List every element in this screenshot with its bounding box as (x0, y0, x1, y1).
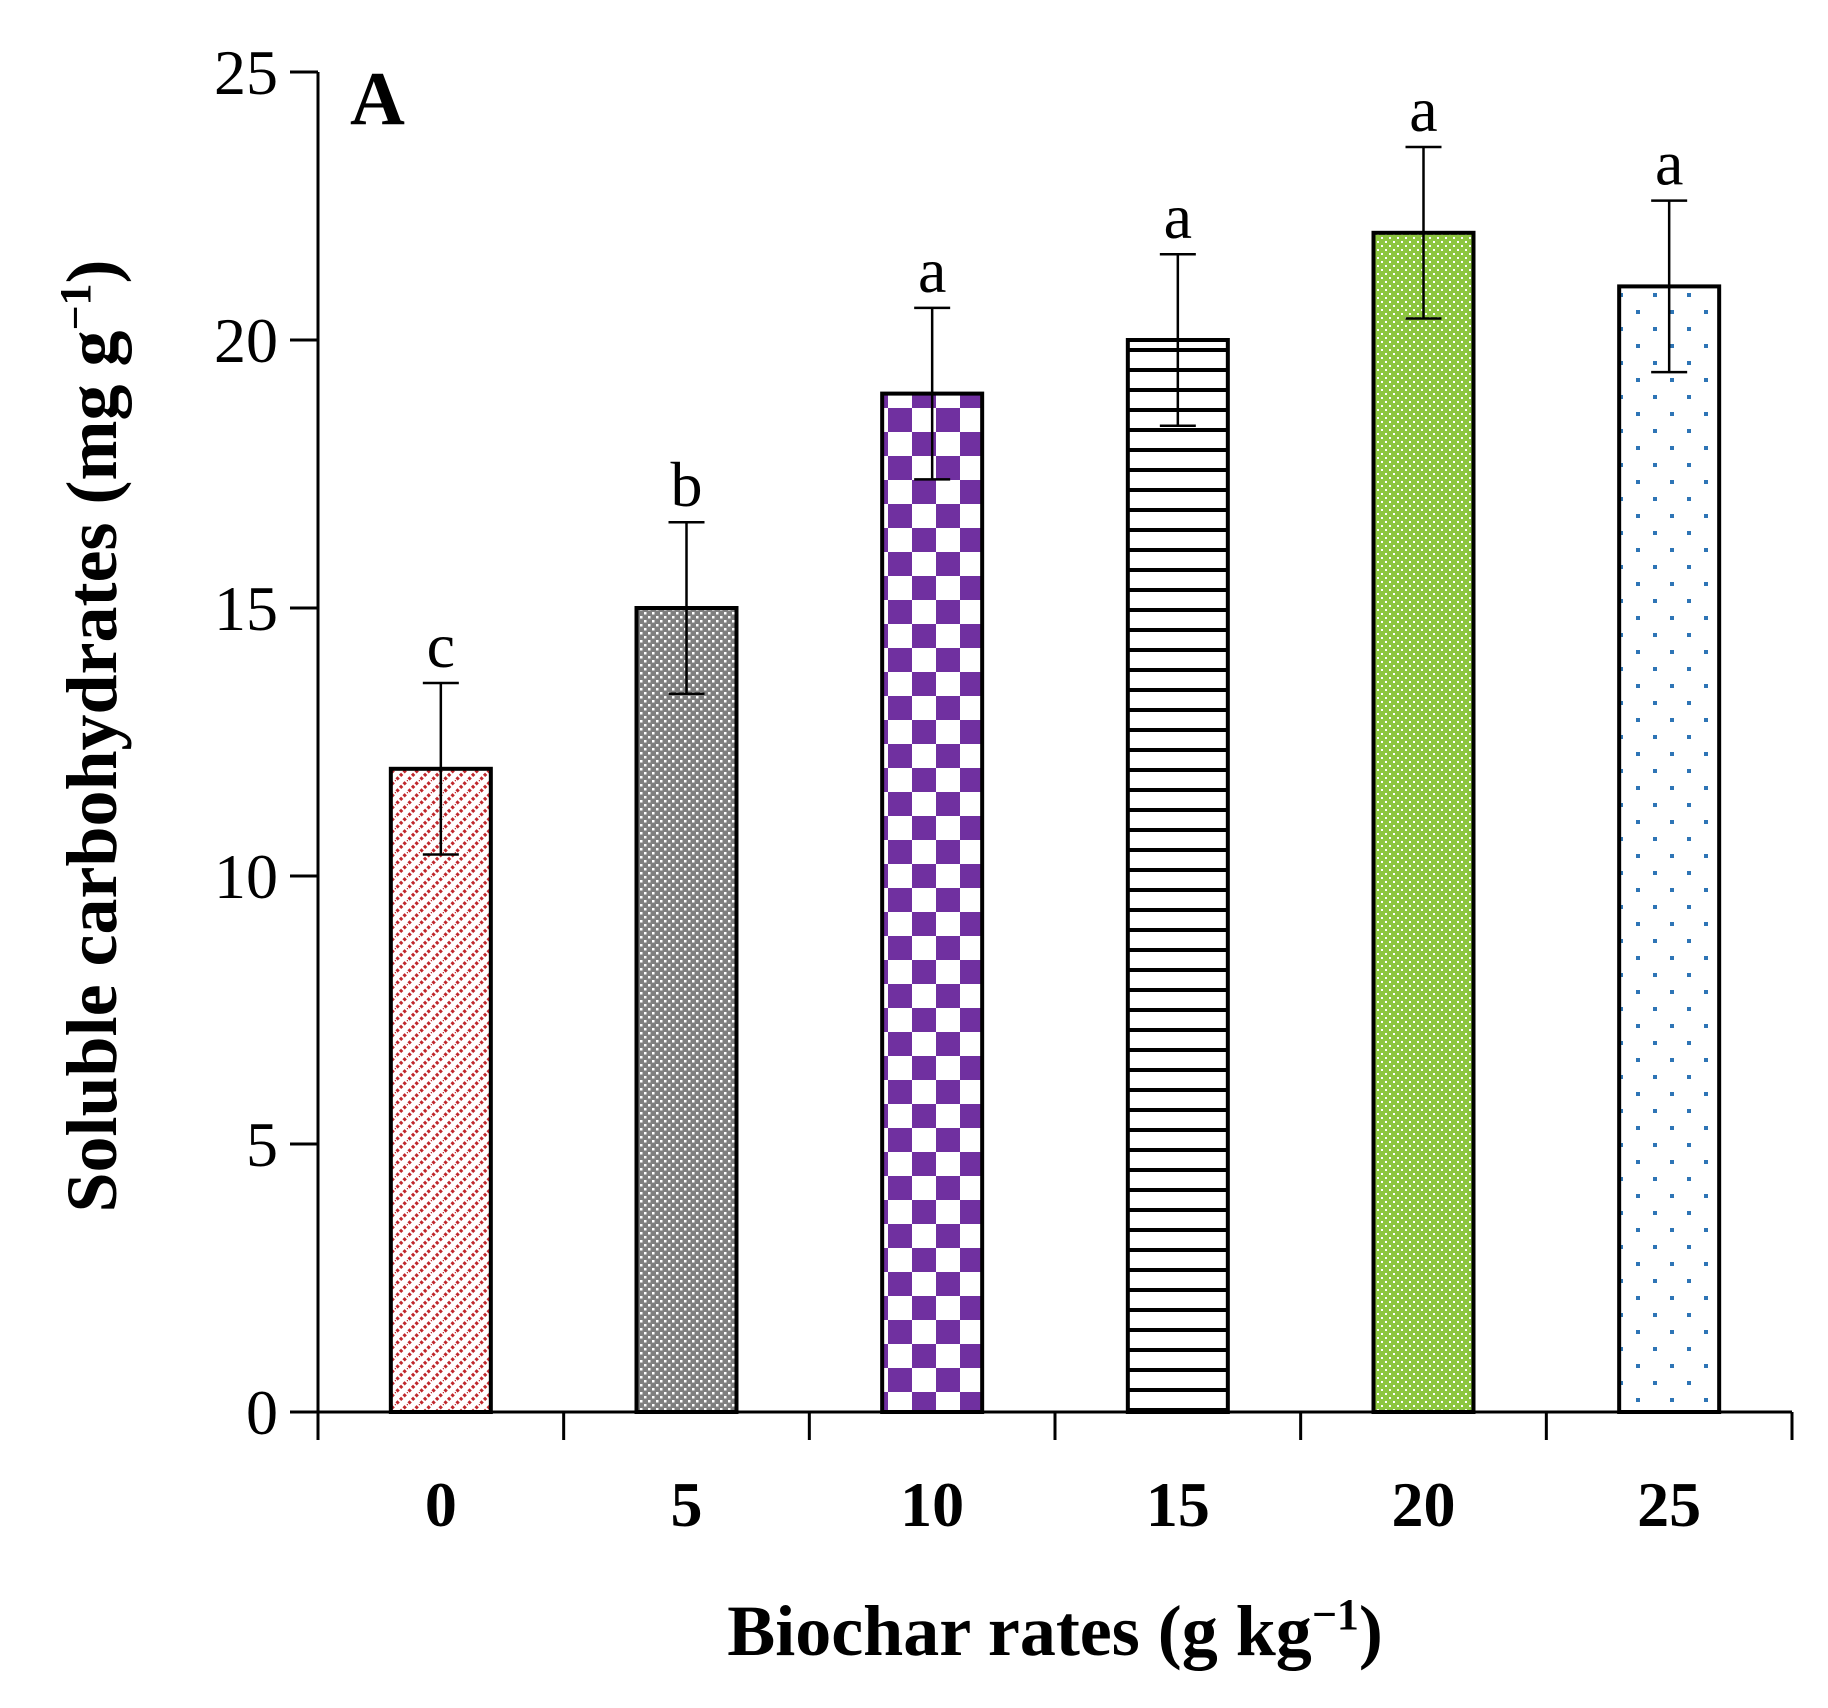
y-tick-label: 5 (246, 1109, 278, 1180)
significance-label: a (918, 235, 946, 306)
y-tick-label: 10 (214, 841, 278, 912)
x-tick-label: 15 (1146, 1469, 1210, 1540)
y-tick-label: 25 (214, 37, 278, 108)
bar-20 (1374, 233, 1474, 1412)
significance-label: c (427, 610, 455, 681)
x-axis-title: Biochar rates (g kg−1) (727, 1590, 1383, 1671)
y-tick-label: 20 (214, 305, 278, 376)
bar-10 (882, 394, 982, 1412)
x-tick-label: 0 (425, 1469, 457, 1540)
bar-5 (637, 608, 737, 1412)
bar-0 (391, 769, 491, 1412)
x-tick-label: 20 (1392, 1469, 1456, 1540)
significance-label: b (671, 449, 703, 520)
y-tick-label: 15 (214, 573, 278, 644)
significance-label: a (1164, 181, 1192, 252)
significance-label: a (1655, 128, 1683, 199)
x-tick-label: 25 (1637, 1469, 1701, 1540)
y-tick-label: 0 (246, 1377, 278, 1448)
bar-25 (1619, 286, 1719, 1412)
x-tick-label: 5 (671, 1469, 703, 1540)
x-tick-label: 10 (900, 1469, 964, 1540)
significance-label: a (1409, 74, 1437, 145)
bar-15 (1128, 340, 1228, 1412)
y-axis-title: Soluble carbohydrates (mg g−1) (51, 259, 132, 1212)
panel-label: A (350, 57, 405, 141)
